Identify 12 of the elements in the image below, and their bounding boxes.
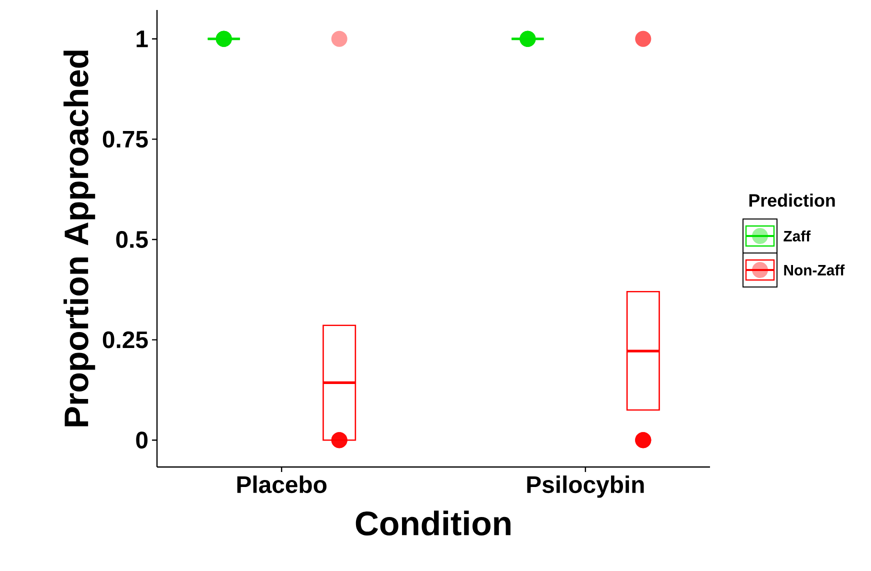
x-axis-title: Condition — [356, 510, 510, 536]
legend-label: Zaff — [784, 230, 811, 242]
legend-title: Prediction — [749, 194, 835, 207]
x-tick-label: Psilocybin — [527, 476, 644, 498]
y-axis-title: Proportion Approached — [64, 50, 96, 426]
y-tick-label: 0.5 — [116, 231, 148, 248]
y-tick-label: 0.25 — [102, 331, 148, 348]
x-tick-label: Placebo — [237, 476, 326, 494]
y-tick-label: 0.75 — [102, 130, 148, 148]
y-tick-label: 0 — [136, 432, 148, 449]
legend-label: Non-Zaff — [784, 264, 845, 276]
y-tick-label: 1 — [136, 30, 148, 48]
